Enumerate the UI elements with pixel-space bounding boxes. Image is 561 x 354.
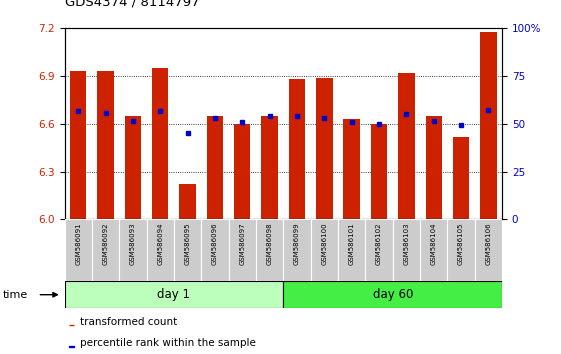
Text: GSM586099: GSM586099 [294,223,300,265]
Text: GSM586104: GSM586104 [431,223,436,265]
Text: GSM586100: GSM586100 [321,223,327,265]
Bar [365,219,393,281]
Bar [119,219,146,281]
Bar [425,116,442,219]
Bar [69,346,74,347]
Bar [283,219,311,281]
Bar [311,219,338,281]
Text: day 1: day 1 [158,288,190,301]
Text: GSM586101: GSM586101 [349,223,355,265]
Bar [174,219,201,281]
Bar [261,116,278,219]
Bar [180,184,196,219]
Bar [289,79,305,219]
Text: GSM586094: GSM586094 [157,223,163,265]
Bar [206,116,223,219]
Text: GSM586105: GSM586105 [458,223,464,265]
Bar [316,78,333,219]
Text: GSM586098: GSM586098 [266,223,273,265]
Bar [70,72,86,219]
Bar [420,219,448,281]
Bar [152,68,168,219]
Text: GSM586102: GSM586102 [376,223,382,265]
Bar [371,124,387,219]
Bar [98,72,114,219]
Text: transformed count: transformed count [80,317,178,327]
Bar [234,124,250,219]
Bar [398,73,415,219]
Text: GDS4374 / 8114797: GDS4374 / 8114797 [65,0,199,9]
Bar [453,137,469,219]
Text: GSM586106: GSM586106 [485,223,491,265]
Text: GSM586092: GSM586092 [103,223,108,265]
Bar [65,219,92,281]
Text: GSM586103: GSM586103 [403,223,410,265]
Bar [146,219,174,281]
Bar [338,219,365,281]
Bar [283,281,502,308]
Bar [343,119,360,219]
Text: GSM586093: GSM586093 [130,223,136,265]
Text: GSM586097: GSM586097 [240,223,245,265]
Text: day 60: day 60 [373,288,413,301]
Bar [229,219,256,281]
Text: GSM586091: GSM586091 [75,223,81,265]
Bar [65,281,283,308]
Bar [125,116,141,219]
Text: GSM586095: GSM586095 [185,223,191,265]
Text: percentile rank within the sample: percentile rank within the sample [80,338,256,348]
Bar [256,219,283,281]
Bar [393,219,420,281]
Text: time: time [3,290,28,300]
Bar [92,219,119,281]
Bar [448,219,475,281]
Bar [475,219,502,281]
Bar [201,219,229,281]
Bar [480,32,496,219]
Text: GSM586096: GSM586096 [212,223,218,265]
